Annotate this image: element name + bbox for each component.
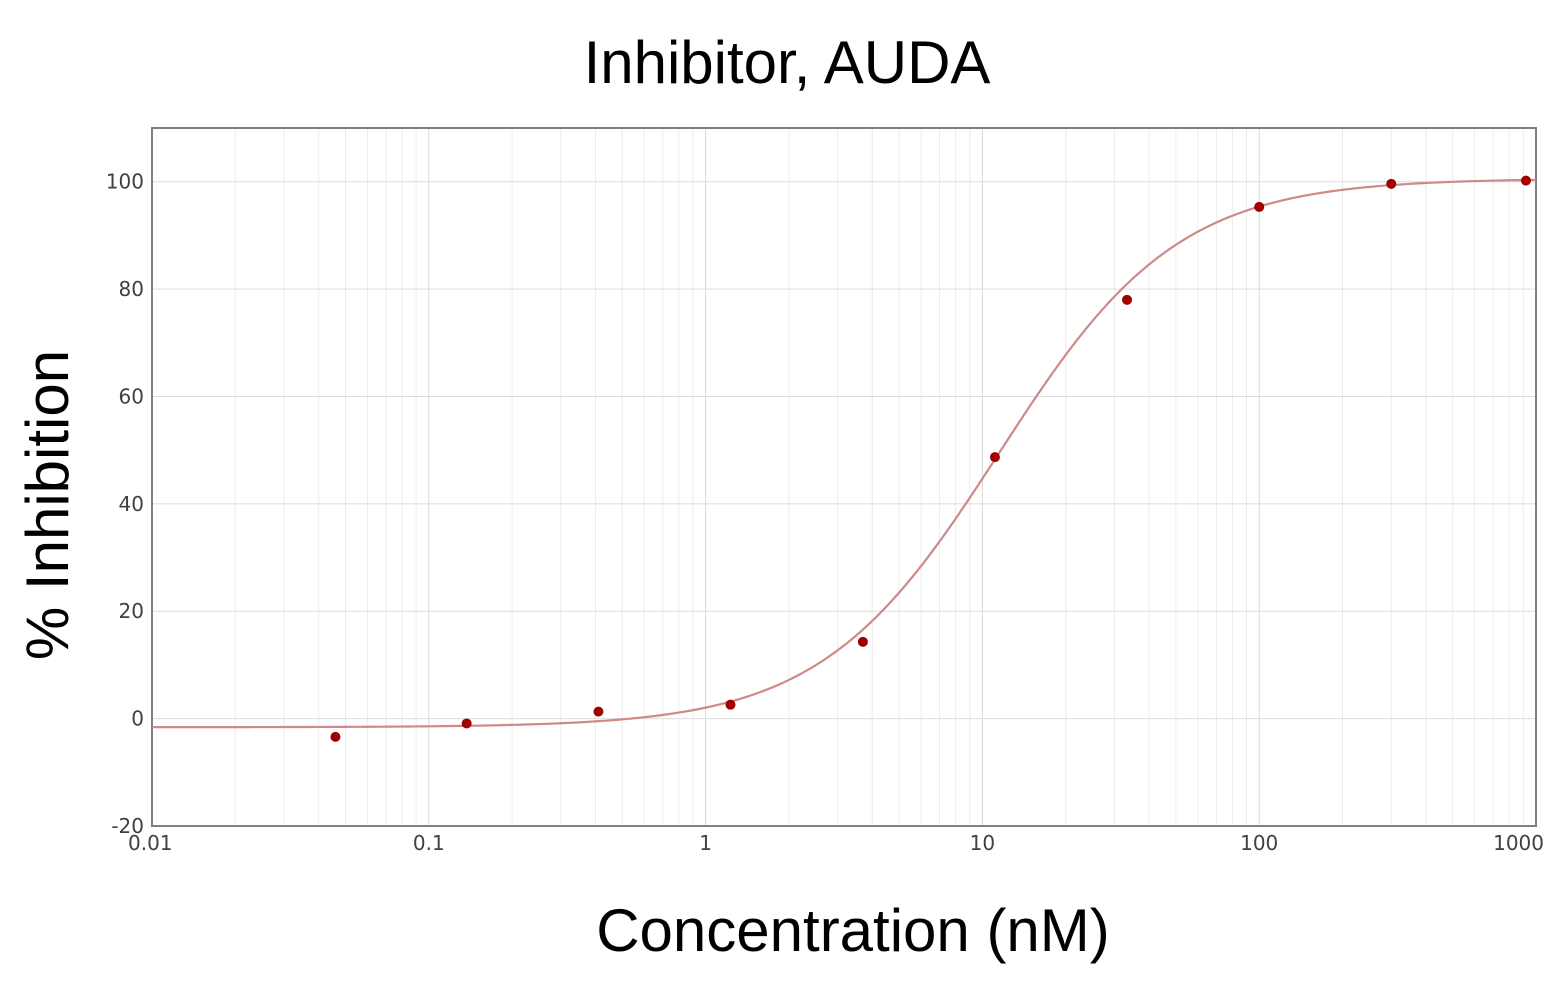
data-point	[330, 731, 341, 742]
chart-title: Inhibitor, AUDA	[583, 29, 991, 96]
x-tick-label: 1000	[1493, 831, 1544, 855]
data-point	[593, 706, 604, 717]
x-tick-label: 0.1	[413, 831, 445, 855]
data-point	[725, 699, 736, 710]
data-point	[1254, 201, 1265, 212]
y-tick-label: 80	[119, 277, 144, 301]
y-tick-labels: -20 0 20 40 60 80 100	[106, 170, 144, 838]
data-point	[461, 718, 472, 729]
x-tick-label: 1	[699, 831, 712, 855]
data-point	[1520, 175, 1531, 186]
y-tick-label: 0	[131, 707, 144, 731]
data-point	[1386, 178, 1397, 189]
fit-curve	[151, 178, 1537, 729]
major-gridlines	[151, 128, 1537, 827]
y-tick-label: -20	[111, 814, 144, 838]
y-tick-label: 100	[106, 170, 144, 194]
y-tick-label: 20	[119, 599, 144, 623]
data-point	[989, 452, 1000, 463]
data-point	[1122, 294, 1133, 305]
x-tick-label: 0.01	[128, 831, 173, 855]
minor-gridlines	[234, 128, 1524, 826]
data-point	[857, 636, 868, 647]
data-points	[330, 175, 1531, 742]
x-tick-label: 100	[1240, 831, 1278, 855]
x-tick-label: 10	[970, 831, 995, 855]
plot-frame	[151, 127, 1537, 827]
y-tick-label: 60	[119, 384, 144, 408]
y-tick-label: 40	[119, 492, 144, 516]
x-axis-label: Concentration (nM)	[596, 897, 1110, 964]
x-tick-labels: 0.01 0.1 1 10 100 1000	[128, 831, 1544, 855]
